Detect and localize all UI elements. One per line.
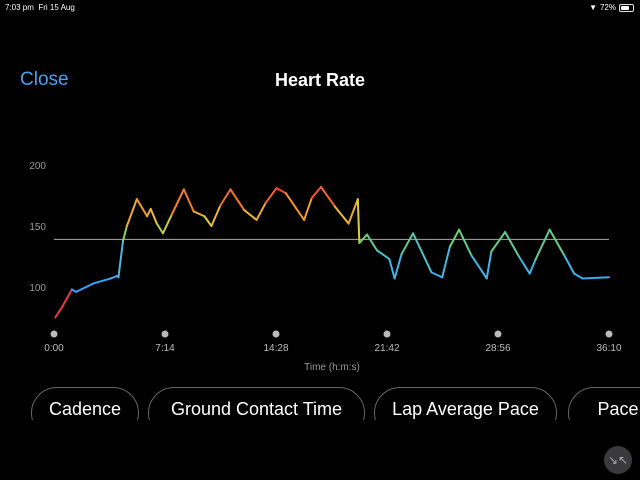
heart-rate-segment [347,198,359,225]
heart-rate-segment [155,222,164,235]
wifi-icon: ▼ [589,3,597,12]
heart-rate-segment [412,232,433,274]
heart-rate-segment [192,210,206,218]
heart-rate-segment [441,245,451,279]
x-tick-dot [161,330,169,338]
heart-rate-segment [470,254,488,280]
heart-rate-segment [229,188,246,212]
heart-rate-segment [504,231,520,258]
heart-rate-chart[interactable]: 100 150 200 0:00 7:14 14:28 21:42 28:56 36:10 T… [0,150,640,380]
heart-rate-segment [117,239,125,279]
heart-rate-segment [319,185,336,208]
x-tick-label: 21:42 [374,343,399,354]
heart-rate-segment [388,257,396,280]
x-tick-dot [605,330,613,338]
heart-rate-segment [275,187,287,195]
heart-rate-segment [243,209,258,221]
x-tick-label: 36:10 [596,343,621,354]
heart-rate-segment [458,228,473,257]
heart-rate-segment [284,192,306,221]
heart-rate-segment [60,288,73,309]
close-button[interactable]: Close [20,69,69,90]
x-tick-dot [383,330,391,338]
heart-rate-segment [358,233,369,245]
heart-rate-segment [170,188,185,217]
heart-rate-segment [430,271,444,279]
heart-rate-segment [122,225,128,242]
status-date: Fri 15 Aug [38,3,75,12]
x-tick-label: 28:56 [485,343,510,354]
y-tick-label: 200 [29,161,46,172]
heart-rate-segment [255,201,267,221]
heart-rate-segment [485,250,493,280]
button-bar-mask [0,420,640,480]
heart-rate-segment [219,188,232,207]
heart-rate-segment [366,233,378,252]
heart-rate-segment [210,204,222,227]
heart-rate-segment [517,255,531,275]
heart-rate-segment [356,198,361,245]
x-tick-label: 7:14 [155,343,175,354]
collapse-arrows-icon: ↘↖ [607,453,629,467]
heart-rate-segment [548,228,566,257]
heart-rate-segment [203,215,213,227]
status-bar: 7:03 pm Fri 15 Aug ▼ 72% [0,0,640,14]
heart-rate-segment [534,228,551,260]
heart-rate-segment [528,257,537,275]
heart-rate-segment [400,232,415,256]
heart-rate-segment [393,253,403,280]
heart-rate-segment [310,185,322,199]
x-tick-dot [494,330,502,338]
status-time: 7:03 pm [5,3,34,12]
heart-rate-segment [573,272,584,280]
heart-rate-segment [303,196,313,221]
heart-rate-segment [333,205,350,225]
heart-rate-segment [448,228,461,248]
heart-rate-segment [135,198,149,218]
heart-rate-segment [125,198,138,227]
heart-rate-segment [54,306,63,319]
heart-rate-segment [161,214,173,235]
battery-percent: 72% [599,3,616,12]
heart-rate-segment [109,275,118,280]
page-title: Heart Rate [274,70,366,90]
x-tick-dot [272,330,280,338]
x-tick-dot [50,330,58,338]
battery-icon [619,3,634,12]
y-tick-label: 150 [29,222,46,233]
heart-rate-segment [146,207,152,218]
heart-rate-segment [490,231,507,253]
heart-rate-segment [375,249,391,260]
heart-rate-segment [581,276,610,280]
heart-rate-segment [74,282,95,293]
heart-rate-segment [264,187,278,204]
y-tick-label: 100 [29,283,46,294]
x-axis-label: Time (h:m:s) [304,362,360,373]
heart-rate-segment [92,277,112,285]
heart-rate-segment [182,188,195,213]
heart-rate-segment [149,207,158,225]
collapse-button[interactable]: ↘↖ [604,446,632,474]
battery-fill [621,5,629,10]
x-tick-label: 14:28 [263,343,288,354]
x-tick-label: 0:00 [44,343,64,354]
heart-rate-segment [563,254,576,275]
